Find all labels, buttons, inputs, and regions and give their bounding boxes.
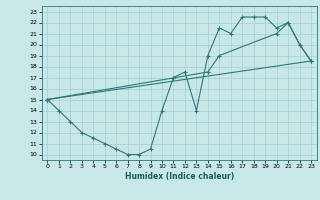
X-axis label: Humidex (Indice chaleur): Humidex (Indice chaleur) — [124, 172, 234, 181]
